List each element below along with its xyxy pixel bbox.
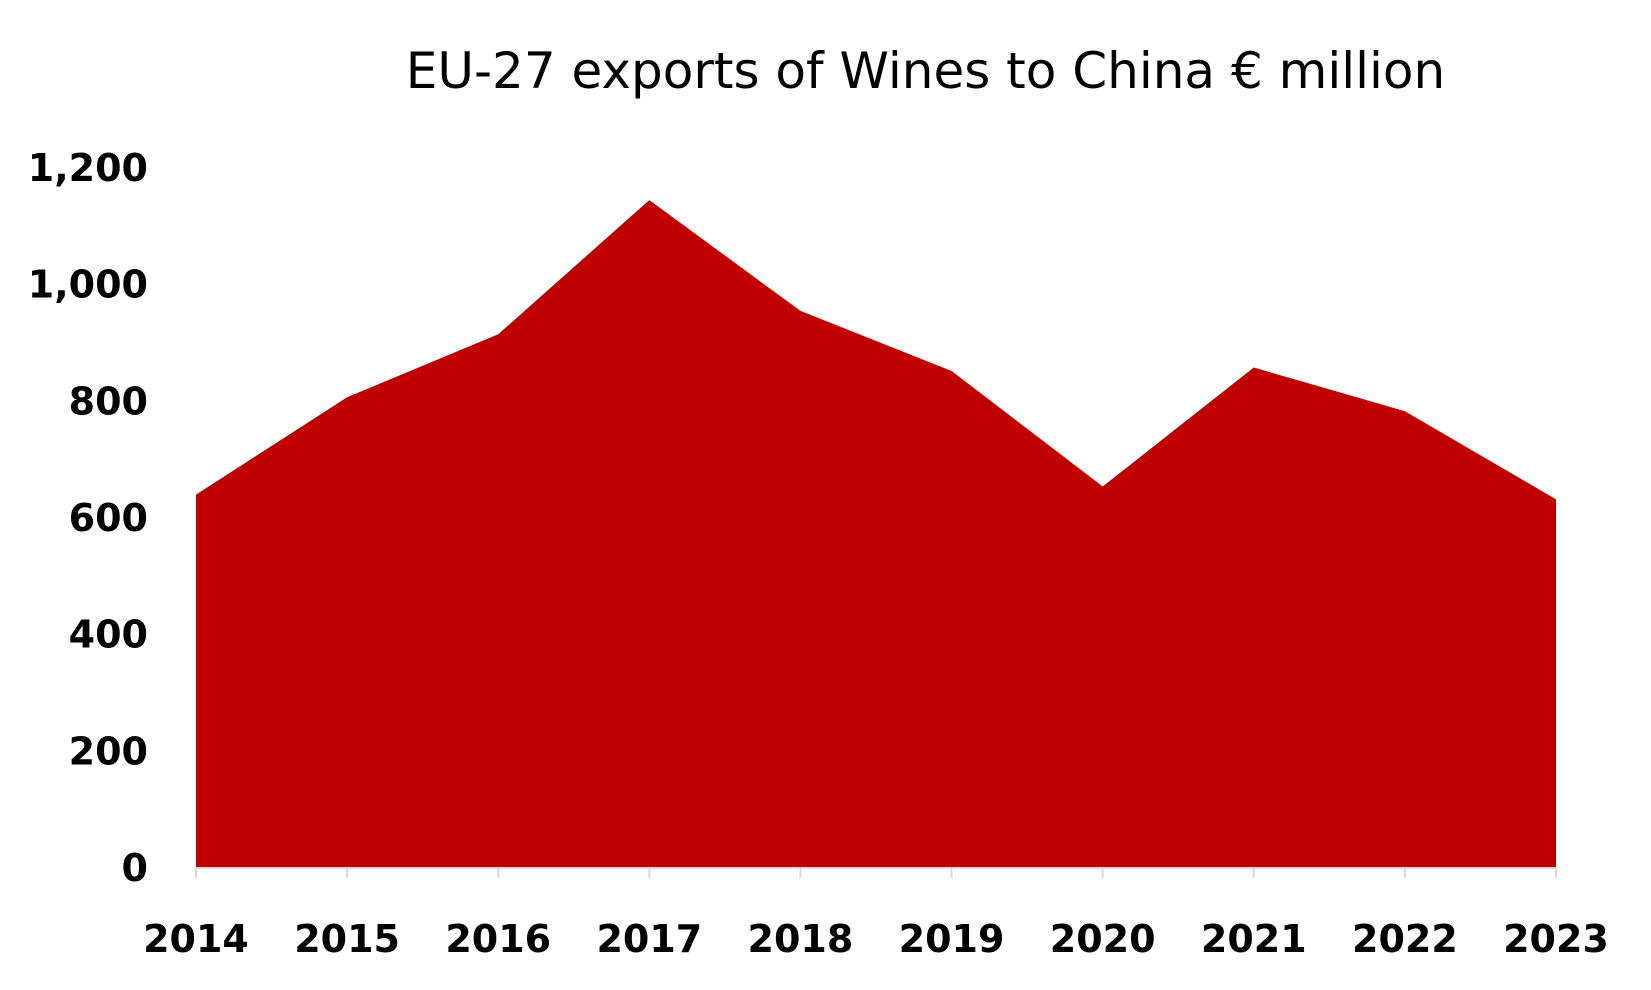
x-tick-label-2021: 2021 [1201,917,1307,961]
x-tick-label-2022: 2022 [1352,917,1458,961]
y-tick-label-600: 600 [69,496,148,540]
x-tick-label-2017: 2017 [596,917,702,961]
y-tick-label-1200: 1,200 [28,146,148,190]
x-axis: 2014 2015 2016 2017 2018 2019 2020 2021 2022 2023 [143,867,1609,961]
y-axis: 0 200 400 600 800 1,000 1,200 [28,146,148,890]
x-tick-label-2019: 2019 [899,917,1005,961]
x-tick-label-2015: 2015 [294,917,400,961]
y-tick-label-800: 800 [69,379,148,423]
x-tick-label-2016: 2016 [445,917,551,961]
area-series [196,200,1556,869]
x-tick-label-2014: 2014 [143,917,249,961]
x-tick-label-2018: 2018 [748,917,854,961]
chart-title: EU-27 exports of Wines to China € millio… [405,42,1446,100]
plot-area [196,200,1556,869]
y-tick-label-0: 0 [122,846,148,890]
y-tick-label-400: 400 [69,613,148,657]
x-tick-label-2020: 2020 [1050,917,1156,961]
y-tick-label-1000: 1,000 [28,263,148,307]
x-tick-label-2023: 2023 [1503,917,1609,961]
y-tick-label-200: 200 [69,729,148,773]
